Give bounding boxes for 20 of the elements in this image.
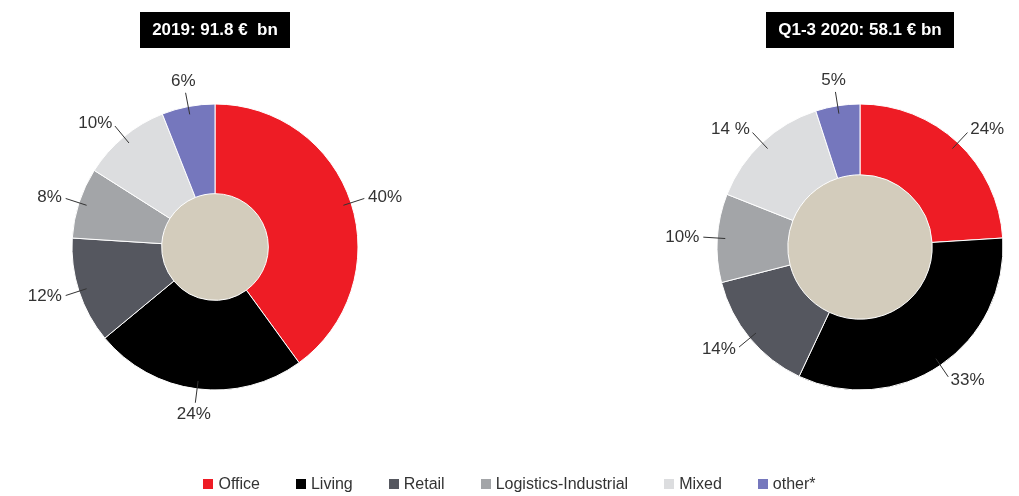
data-label: 33% — [950, 369, 985, 389]
legend-label: Mixed — [679, 475, 722, 493]
chart-title: 2019: 91.8 € bn — [140, 12, 290, 48]
data-label: 6% — [171, 70, 196, 90]
data-label: 14 % — [711, 119, 750, 139]
data-label: 12% — [27, 286, 62, 306]
legend-label: Logistics-Industrial — [495, 475, 629, 493]
data-label: 40% — [368, 186, 403, 206]
data-label: 24% — [970, 119, 1005, 139]
data-label: 5% — [821, 69, 846, 89]
legend-label: Retail — [403, 475, 445, 493]
data-label: 24% — [176, 404, 211, 424]
data-label: 10% — [78, 112, 113, 132]
legend-label: other* — [772, 475, 816, 493]
legend-label: Living — [310, 475, 353, 493]
data-label: 14% — [701, 339, 736, 359]
data-label: 8% — [37, 186, 62, 206]
data-label: 10% — [665, 226, 700, 246]
legend-label: Office — [218, 475, 260, 493]
chart-title: Q1-3 2020: 58.1 € bn — [766, 12, 954, 48]
